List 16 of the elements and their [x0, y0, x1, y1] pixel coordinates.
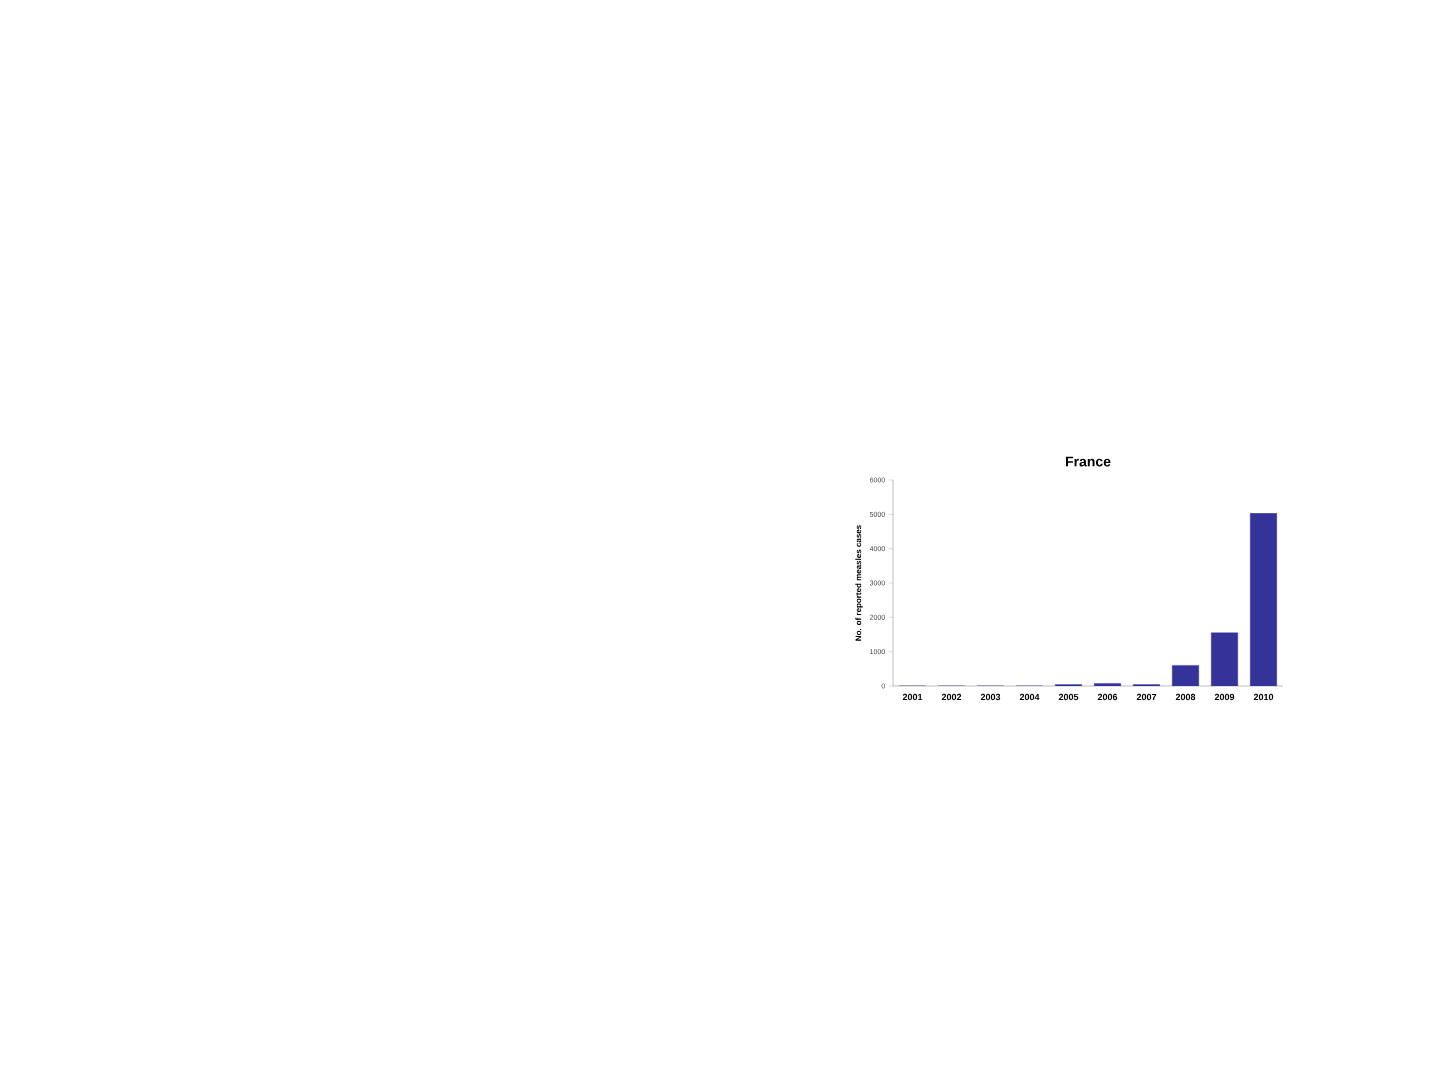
x-tick-label: 2004 — [1019, 693, 1040, 701]
bar — [1172, 665, 1199, 686]
bar — [1211, 632, 1238, 686]
x-tick-label: 2008 — [1175, 693, 1196, 701]
chart-title: France — [1066, 456, 1111, 467]
bar — [1094, 683, 1121, 686]
x-tick-label: 2001 — [902, 693, 923, 701]
x-tick-label: 2009 — [1214, 693, 1235, 701]
x-tick-label: 2003 — [980, 693, 1001, 701]
x-tick-label: 2005 — [1058, 693, 1079, 701]
x-tick-label: 2010 — [1253, 693, 1274, 701]
x-tick-label: 2007 — [1136, 693, 1157, 701]
x-tick-label: 2002 — [941, 693, 962, 701]
y-axis-title: No. of reported measles cases — [855, 525, 863, 641]
bar — [1250, 513, 1277, 686]
x-tick-label: 2006 — [1097, 693, 1118, 701]
